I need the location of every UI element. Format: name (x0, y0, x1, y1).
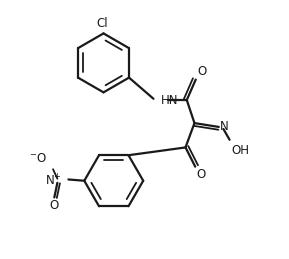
Text: O: O (197, 65, 206, 78)
Text: O: O (197, 168, 206, 181)
Text: $^{-}$O: $^{-}$O (29, 152, 47, 165)
Text: O: O (49, 199, 58, 212)
Text: OH: OH (231, 143, 250, 157)
Text: HN: HN (161, 93, 179, 106)
Text: N: N (220, 120, 228, 133)
Text: N$^{+}$: N$^{+}$ (45, 173, 62, 188)
Text: Cl: Cl (97, 17, 108, 30)
